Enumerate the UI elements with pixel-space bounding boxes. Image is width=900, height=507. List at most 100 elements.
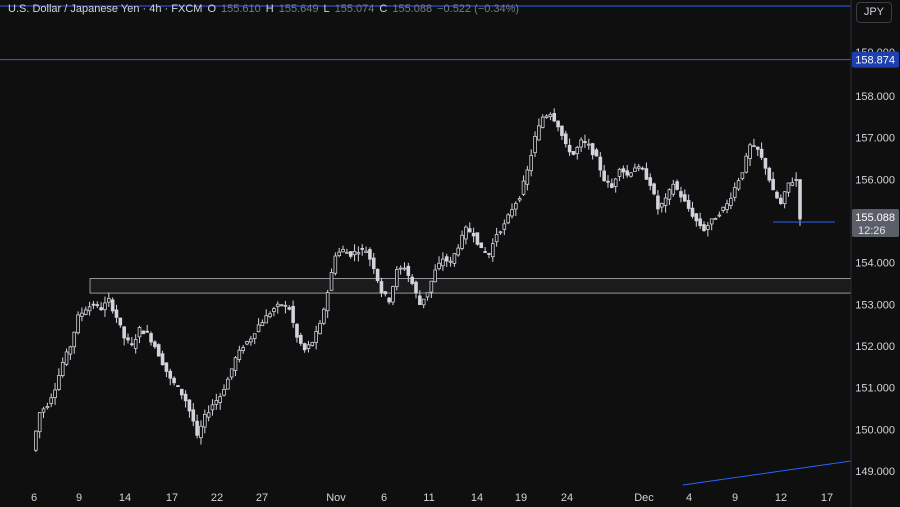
candle (640, 166, 645, 171)
candle (590, 142, 595, 160)
candle (421, 298, 426, 309)
candle-body (91, 303, 96, 306)
candle (95, 301, 100, 309)
candle-body (598, 156, 603, 171)
candle (60, 357, 65, 378)
candle (686, 194, 691, 212)
candle-body (709, 218, 714, 225)
candle (237, 345, 242, 363)
candle-body (575, 146, 580, 155)
candle (195, 414, 199, 439)
candle (126, 333, 130, 344)
candle-body (87, 306, 92, 312)
candle (410, 273, 414, 286)
candle (76, 311, 80, 335)
candle (694, 212, 699, 227)
candle-body (387, 297, 391, 303)
candle (644, 162, 649, 180)
candle (763, 157, 768, 175)
candle (57, 368, 61, 391)
time-axis-label: 9 (732, 492, 738, 504)
candle-body (57, 375, 61, 390)
time-axis-label: 14 (119, 492, 131, 504)
candles-layer (34, 108, 802, 453)
candle (771, 172, 775, 191)
candle-body (698, 218, 702, 227)
candle (252, 333, 257, 345)
time-axis[interactable]: 6 9 14 17 22 27 Nov 6 11 14 19 24 Dec 4 9 12 17 (31, 492, 833, 504)
candle (567, 138, 572, 156)
candle-body (110, 299, 115, 312)
candle-body (594, 149, 599, 157)
candle-body (444, 256, 449, 262)
candle-body (533, 136, 537, 154)
candle-body (222, 388, 226, 396)
candle (383, 291, 388, 297)
candle-body (498, 231, 503, 234)
candle (452, 252, 457, 267)
candle-body (229, 368, 234, 378)
candle-body (529, 154, 533, 172)
last-price-tag (852, 209, 899, 237)
candle (398, 265, 403, 275)
candle (667, 188, 672, 205)
currency-button[interactable]: JPY (855, 2, 892, 23)
support-zone-rect[interactable] (89, 278, 852, 294)
candle-body (702, 224, 706, 231)
candle-body (613, 178, 618, 187)
candle-body (610, 183, 614, 188)
candle (37, 412, 42, 439)
candle (210, 399, 215, 416)
candle-body (429, 280, 434, 293)
candle-body (34, 430, 38, 451)
trend-line[interactable] (682, 460, 852, 486)
candle-body (114, 309, 119, 318)
candle-body (656, 195, 660, 210)
candle-body (394, 269, 399, 287)
candle (279, 304, 284, 307)
candle-body (160, 353, 165, 366)
candle-body (790, 182, 795, 186)
time-axis-label: 9 (76, 492, 82, 504)
candle (287, 305, 292, 311)
candle (130, 336, 134, 347)
candle (264, 309, 269, 324)
candle-body (80, 312, 84, 317)
candle-body (375, 268, 380, 282)
candle (145, 324, 150, 333)
candle (629, 172, 633, 178)
candle-body (241, 347, 246, 352)
drawing-lines-layer[interactable] (0, 5, 852, 486)
candle-body (118, 317, 123, 326)
candle (191, 402, 196, 427)
candle-body (552, 113, 557, 122)
candle-body (544, 115, 549, 118)
candle-body (652, 183, 656, 195)
candle-body (156, 344, 161, 357)
candle-body (206, 412, 211, 418)
candle-body (371, 257, 376, 270)
candle-body (483, 251, 487, 253)
candle (659, 202, 664, 213)
candle-body (441, 258, 445, 267)
candle-body (506, 214, 510, 224)
candle-body (195, 420, 199, 436)
candle-body (260, 321, 265, 327)
candle-body (122, 326, 126, 339)
candle (537, 118, 541, 141)
candle (502, 219, 507, 236)
candle (341, 245, 345, 253)
candle-body (494, 234, 499, 243)
time-axis-label: 12 (775, 492, 787, 504)
candle (314, 325, 318, 350)
candle-body (402, 267, 407, 270)
candle-body (298, 334, 303, 344)
symbol-title[interactable]: U.S. Dollar / Japanese Yen · 4h · FXCM (8, 3, 203, 15)
candle-body (659, 202, 664, 208)
candle (141, 330, 146, 335)
candle-body (348, 251, 353, 257)
candle-body (249, 338, 253, 343)
candle-body (675, 181, 679, 190)
candle (610, 178, 614, 189)
